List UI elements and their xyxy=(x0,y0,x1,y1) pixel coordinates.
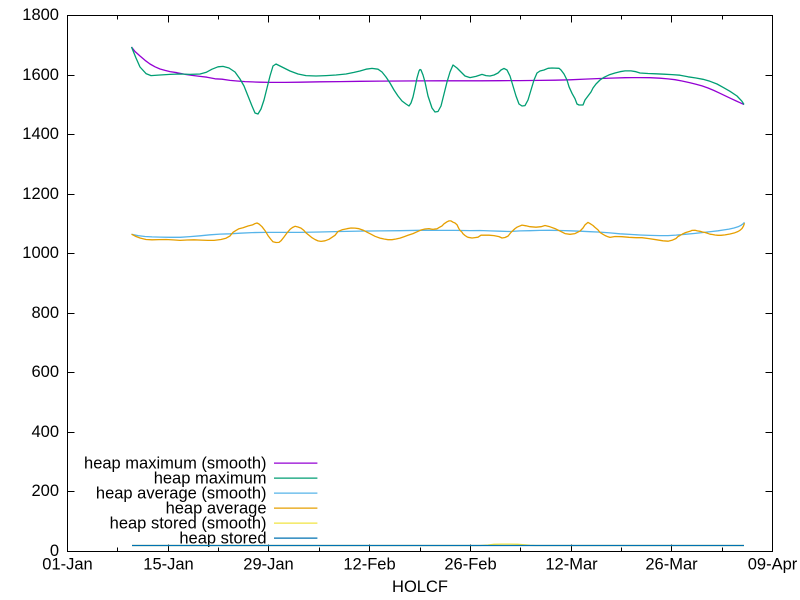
svg-text:1000: 1000 xyxy=(22,244,59,262)
svg-text:400: 400 xyxy=(31,423,59,441)
svg-text:heap average (smooth): heap average (smooth) xyxy=(96,485,267,503)
svg-text:1400: 1400 xyxy=(22,125,59,143)
svg-text:1800: 1800 xyxy=(22,6,59,24)
svg-text:1200: 1200 xyxy=(22,185,59,203)
svg-text:heap stored (smooth): heap stored (smooth) xyxy=(110,515,267,533)
svg-text:26-Feb: 26-Feb xyxy=(444,556,496,574)
svg-text:26-Mar: 26-Mar xyxy=(645,556,698,574)
svg-text:29-Jan: 29-Jan xyxy=(243,556,293,574)
svg-text:12-Feb: 12-Feb xyxy=(343,556,395,574)
svg-text:heap average: heap average xyxy=(166,500,267,518)
svg-text:12-Mar: 12-Mar xyxy=(545,556,598,574)
svg-text:15-Jan: 15-Jan xyxy=(143,556,193,574)
svg-text:600: 600 xyxy=(31,363,59,381)
svg-text:0: 0 xyxy=(50,542,59,560)
svg-text:09-Apr: 09-Apr xyxy=(748,556,798,574)
svg-text:heap maximum (smooth): heap maximum (smooth) xyxy=(84,455,266,473)
svg-text:1600: 1600 xyxy=(22,66,59,84)
svg-text:800: 800 xyxy=(31,304,59,322)
svg-text:HOLCF: HOLCF xyxy=(392,578,448,596)
svg-text:01-Jan: 01-Jan xyxy=(42,556,92,574)
svg-text:200: 200 xyxy=(31,482,59,500)
svg-text:heap stored: heap stored xyxy=(179,530,266,548)
svg-text:heap maximum: heap maximum xyxy=(154,470,267,488)
